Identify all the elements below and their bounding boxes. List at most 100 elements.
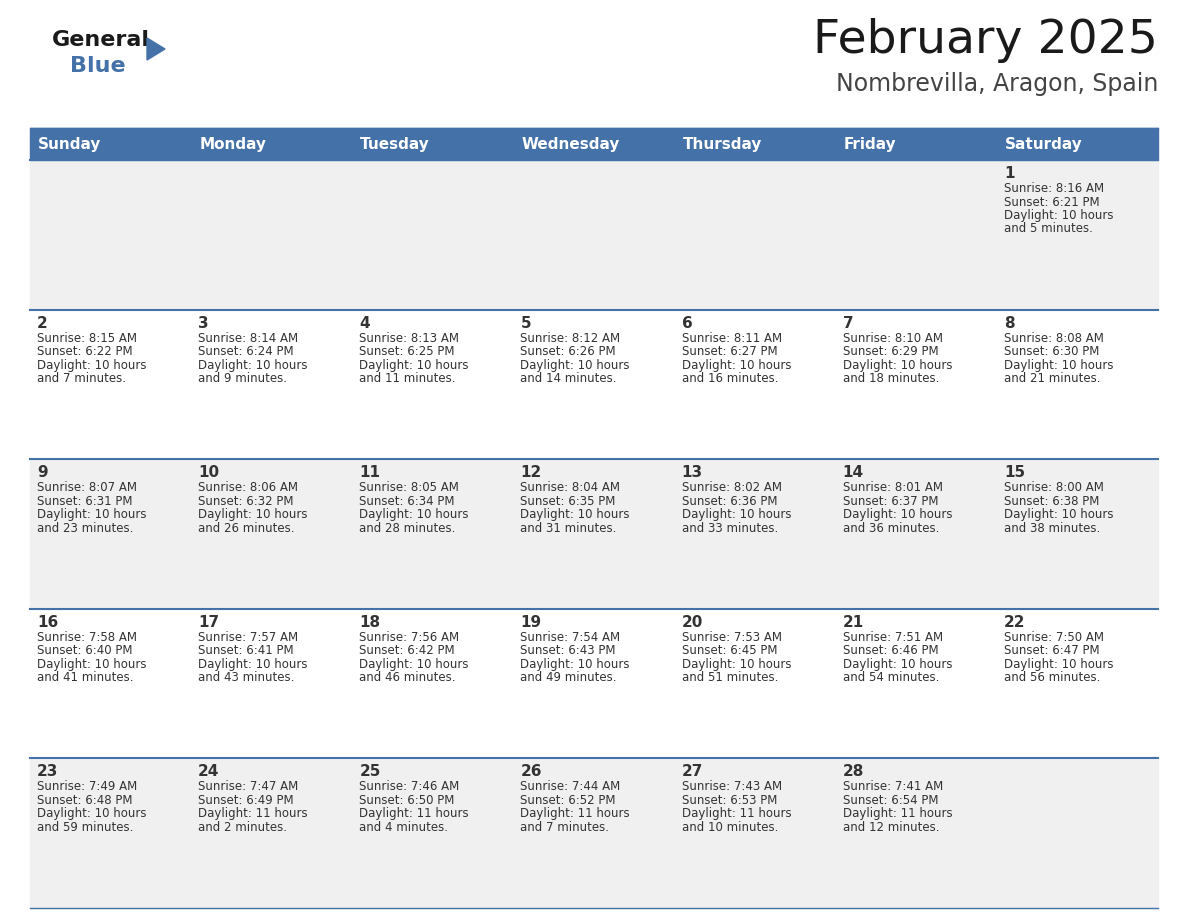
Text: Sunrise: 8:02 AM: Sunrise: 8:02 AM — [682, 481, 782, 494]
Text: Daylight: 10 hours: Daylight: 10 hours — [842, 359, 953, 372]
Text: and 46 minutes.: and 46 minutes. — [359, 671, 456, 684]
Text: 7: 7 — [842, 316, 853, 330]
Text: 28: 28 — [842, 765, 864, 779]
Text: Sunrise: 7:53 AM: Sunrise: 7:53 AM — [682, 631, 782, 644]
Text: 9: 9 — [37, 465, 48, 480]
Text: and 49 minutes.: and 49 minutes. — [520, 671, 617, 684]
Text: Daylight: 11 hours: Daylight: 11 hours — [520, 808, 630, 821]
Text: Sunrise: 7:46 AM: Sunrise: 7:46 AM — [359, 780, 460, 793]
Text: Sunset: 6:41 PM: Sunset: 6:41 PM — [198, 644, 293, 657]
Text: Sunset: 6:32 PM: Sunset: 6:32 PM — [198, 495, 293, 508]
Text: and 18 minutes.: and 18 minutes. — [842, 372, 939, 385]
Text: Sunrise: 8:06 AM: Sunrise: 8:06 AM — [198, 481, 298, 494]
Text: Daylight: 10 hours: Daylight: 10 hours — [842, 658, 953, 671]
Text: Sunrise: 8:14 AM: Sunrise: 8:14 AM — [198, 331, 298, 344]
Text: Daylight: 10 hours: Daylight: 10 hours — [37, 359, 146, 372]
Text: Daylight: 10 hours: Daylight: 10 hours — [1004, 209, 1113, 222]
Text: Daylight: 10 hours: Daylight: 10 hours — [682, 359, 791, 372]
Text: 25: 25 — [359, 765, 380, 779]
Text: 20: 20 — [682, 615, 703, 630]
Text: Sunset: 6:43 PM: Sunset: 6:43 PM — [520, 644, 615, 657]
Text: and 26 minutes.: and 26 minutes. — [198, 521, 295, 534]
Bar — [30, 758, 1158, 908]
Text: Sunset: 6:52 PM: Sunset: 6:52 PM — [520, 794, 615, 807]
Text: Sunset: 6:31 PM: Sunset: 6:31 PM — [37, 495, 133, 508]
Text: and 38 minutes.: and 38 minutes. — [1004, 521, 1100, 534]
Text: and 2 minutes.: and 2 minutes. — [198, 821, 287, 834]
Text: 15: 15 — [1004, 465, 1025, 480]
Text: Sunday: Sunday — [38, 137, 101, 151]
Text: Sunset: 6:30 PM: Sunset: 6:30 PM — [1004, 345, 1099, 358]
Text: Sunset: 6:26 PM: Sunset: 6:26 PM — [520, 345, 617, 358]
Text: Daylight: 10 hours: Daylight: 10 hours — [37, 658, 146, 671]
Text: Sunrise: 7:57 AM: Sunrise: 7:57 AM — [198, 631, 298, 644]
Text: Daylight: 11 hours: Daylight: 11 hours — [682, 808, 791, 821]
Text: 18: 18 — [359, 615, 380, 630]
Text: Sunset: 6:49 PM: Sunset: 6:49 PM — [198, 794, 293, 807]
Text: Sunset: 6:29 PM: Sunset: 6:29 PM — [842, 345, 939, 358]
Text: Sunset: 6:53 PM: Sunset: 6:53 PM — [682, 794, 777, 807]
Text: Daylight: 10 hours: Daylight: 10 hours — [520, 359, 630, 372]
Text: Sunset: 6:22 PM: Sunset: 6:22 PM — [37, 345, 133, 358]
Text: Sunset: 6:34 PM: Sunset: 6:34 PM — [359, 495, 455, 508]
Text: Sunset: 6:45 PM: Sunset: 6:45 PM — [682, 644, 777, 657]
Text: 27: 27 — [682, 765, 703, 779]
Text: General: General — [52, 30, 150, 50]
Bar — [30, 309, 1158, 459]
Text: Sunrise: 7:56 AM: Sunrise: 7:56 AM — [359, 631, 460, 644]
Text: Sunrise: 8:08 AM: Sunrise: 8:08 AM — [1004, 331, 1104, 344]
Text: Daylight: 10 hours: Daylight: 10 hours — [359, 509, 469, 521]
Text: Sunrise: 8:07 AM: Sunrise: 8:07 AM — [37, 481, 137, 494]
Text: Sunrise: 7:47 AM: Sunrise: 7:47 AM — [198, 780, 298, 793]
Text: and 36 minutes.: and 36 minutes. — [842, 521, 939, 534]
Text: Sunset: 6:42 PM: Sunset: 6:42 PM — [359, 644, 455, 657]
Text: Sunset: 6:38 PM: Sunset: 6:38 PM — [1004, 495, 1099, 508]
Text: Monday: Monday — [200, 137, 266, 151]
Text: Sunset: 6:27 PM: Sunset: 6:27 PM — [682, 345, 777, 358]
Text: Sunset: 6:21 PM: Sunset: 6:21 PM — [1004, 196, 1099, 208]
Text: and 23 minutes.: and 23 minutes. — [37, 521, 133, 534]
Text: Sunrise: 8:11 AM: Sunrise: 8:11 AM — [682, 331, 782, 344]
Text: Friday: Friday — [843, 137, 896, 151]
Text: Sunset: 6:36 PM: Sunset: 6:36 PM — [682, 495, 777, 508]
Text: Sunset: 6:50 PM: Sunset: 6:50 PM — [359, 794, 455, 807]
Text: Daylight: 10 hours: Daylight: 10 hours — [1004, 658, 1113, 671]
Text: Sunrise: 8:05 AM: Sunrise: 8:05 AM — [359, 481, 459, 494]
Text: Sunrise: 8:04 AM: Sunrise: 8:04 AM — [520, 481, 620, 494]
Text: Daylight: 10 hours: Daylight: 10 hours — [682, 509, 791, 521]
Text: Sunset: 6:35 PM: Sunset: 6:35 PM — [520, 495, 615, 508]
Text: and 51 minutes.: and 51 minutes. — [682, 671, 778, 684]
Bar — [30, 609, 1158, 758]
Text: Daylight: 10 hours: Daylight: 10 hours — [37, 808, 146, 821]
Text: Sunset: 6:54 PM: Sunset: 6:54 PM — [842, 794, 939, 807]
Text: and 56 minutes.: and 56 minutes. — [1004, 671, 1100, 684]
Text: Sunrise: 8:15 AM: Sunrise: 8:15 AM — [37, 331, 137, 344]
Text: Sunrise: 8:01 AM: Sunrise: 8:01 AM — [842, 481, 943, 494]
Text: 14: 14 — [842, 465, 864, 480]
Text: Sunrise: 7:51 AM: Sunrise: 7:51 AM — [842, 631, 943, 644]
Text: Daylight: 10 hours: Daylight: 10 hours — [198, 658, 308, 671]
Text: Nombrevilla, Aragon, Spain: Nombrevilla, Aragon, Spain — [835, 72, 1158, 96]
Text: 10: 10 — [198, 465, 220, 480]
Text: 22: 22 — [1004, 615, 1025, 630]
Text: Sunrise: 7:44 AM: Sunrise: 7:44 AM — [520, 780, 620, 793]
Text: Tuesday: Tuesday — [360, 137, 430, 151]
Text: 3: 3 — [198, 316, 209, 330]
Text: 26: 26 — [520, 765, 542, 779]
Text: Daylight: 11 hours: Daylight: 11 hours — [198, 808, 308, 821]
Text: Sunrise: 7:41 AM: Sunrise: 7:41 AM — [842, 780, 943, 793]
Text: Daylight: 10 hours: Daylight: 10 hours — [198, 359, 308, 372]
Text: 6: 6 — [682, 316, 693, 330]
Text: and 10 minutes.: and 10 minutes. — [682, 821, 778, 834]
Text: 16: 16 — [37, 615, 58, 630]
Text: 5: 5 — [520, 316, 531, 330]
Text: 1: 1 — [1004, 166, 1015, 181]
Text: and 7 minutes.: and 7 minutes. — [37, 372, 126, 385]
Text: and 4 minutes.: and 4 minutes. — [359, 821, 448, 834]
Text: Sunset: 6:47 PM: Sunset: 6:47 PM — [1004, 644, 1099, 657]
Text: Daylight: 10 hours: Daylight: 10 hours — [1004, 509, 1113, 521]
Text: and 12 minutes.: and 12 minutes. — [842, 821, 940, 834]
Text: Daylight: 11 hours: Daylight: 11 hours — [359, 808, 469, 821]
Text: and 14 minutes.: and 14 minutes. — [520, 372, 617, 385]
Text: and 33 minutes.: and 33 minutes. — [682, 521, 778, 534]
